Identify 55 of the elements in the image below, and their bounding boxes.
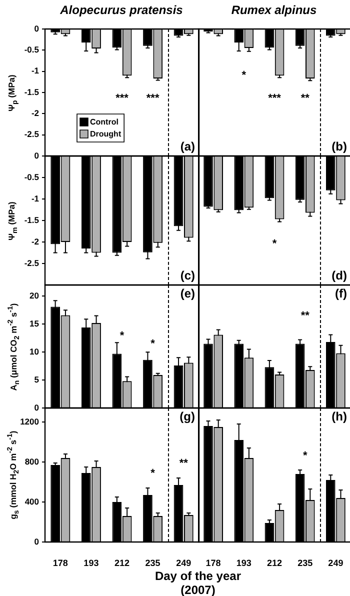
y-tick-label: 1200 <box>20 416 40 426</box>
x-tick-label: 249 <box>176 558 192 568</box>
y-tick-label: -1.5 <box>24 86 40 97</box>
annotation: (d) <box>332 268 347 282</box>
y-tick-label: 0 <box>34 402 40 412</box>
y-tick-label: -1.5 <box>24 214 40 225</box>
annotation: * <box>150 468 156 480</box>
x-tick-label: 212 <box>266 558 282 568</box>
y-tick-label: 10 <box>30 346 40 356</box>
y-tick-label: -2 <box>31 236 40 246</box>
annotation: (f) <box>335 286 347 300</box>
y-tick-label: -2 <box>31 108 40 118</box>
y-tick-label: 0 <box>34 23 40 34</box>
y-tick-label: 0 <box>34 150 40 160</box>
x-tick-label: 193 <box>236 558 252 568</box>
chart-title: Alopecurus pratensis <box>59 3 184 17</box>
x-tick-label: 212 <box>114 558 130 568</box>
y-tick-label: -2.5 <box>24 258 40 268</box>
legend-label: Drought <box>90 130 122 139</box>
y-tick-label: -0.5 <box>24 44 40 55</box>
y-tick-label: 15 <box>30 318 40 328</box>
annotation: * <box>302 450 308 462</box>
y-tick-label: 0 <box>34 536 40 546</box>
annotation: ** <box>300 92 310 104</box>
annotation: (e) <box>180 286 195 300</box>
annotation: * <box>120 330 125 342</box>
legend-label: Control <box>90 118 118 127</box>
annotation: (h) <box>332 409 347 424</box>
annotation: (c) <box>180 268 195 282</box>
x-tick-label: 178 <box>52 558 68 568</box>
chart-title: Rumex alpinus <box>230 3 318 17</box>
x-tick-label: 235 <box>145 558 160 568</box>
y-tick-label: 20 <box>30 290 40 301</box>
annotation: *** <box>268 92 282 104</box>
annotation: *** <box>146 92 160 104</box>
y-tick-label: 400 <box>24 496 40 506</box>
x-tick-label: 249 <box>328 558 344 568</box>
annotation: ** <box>300 310 310 322</box>
annotation: *** <box>116 92 130 104</box>
annotation: * <box>150 338 156 350</box>
x-tick-label: 178 <box>206 558 221 568</box>
x-tick-label: 235 <box>298 558 313 568</box>
annotation: * <box>272 238 278 250</box>
annotation: (b) <box>332 139 347 154</box>
annotation: (a) <box>180 139 195 154</box>
y-tick-label: -1 <box>31 193 40 204</box>
y-tick-label: -1 <box>31 66 40 76</box>
y-tick-label: -2.5 <box>24 129 40 140</box>
y-tick-label: 800 <box>24 456 40 466</box>
annotation: (g) <box>180 409 195 424</box>
y-tick-label: -0.5 <box>24 172 40 182</box>
annotation: * <box>242 69 247 82</box>
x-tick-label: 193 <box>84 558 99 568</box>
annotation: ** <box>179 458 189 470</box>
y-tick-label: 5 <box>34 374 40 384</box>
